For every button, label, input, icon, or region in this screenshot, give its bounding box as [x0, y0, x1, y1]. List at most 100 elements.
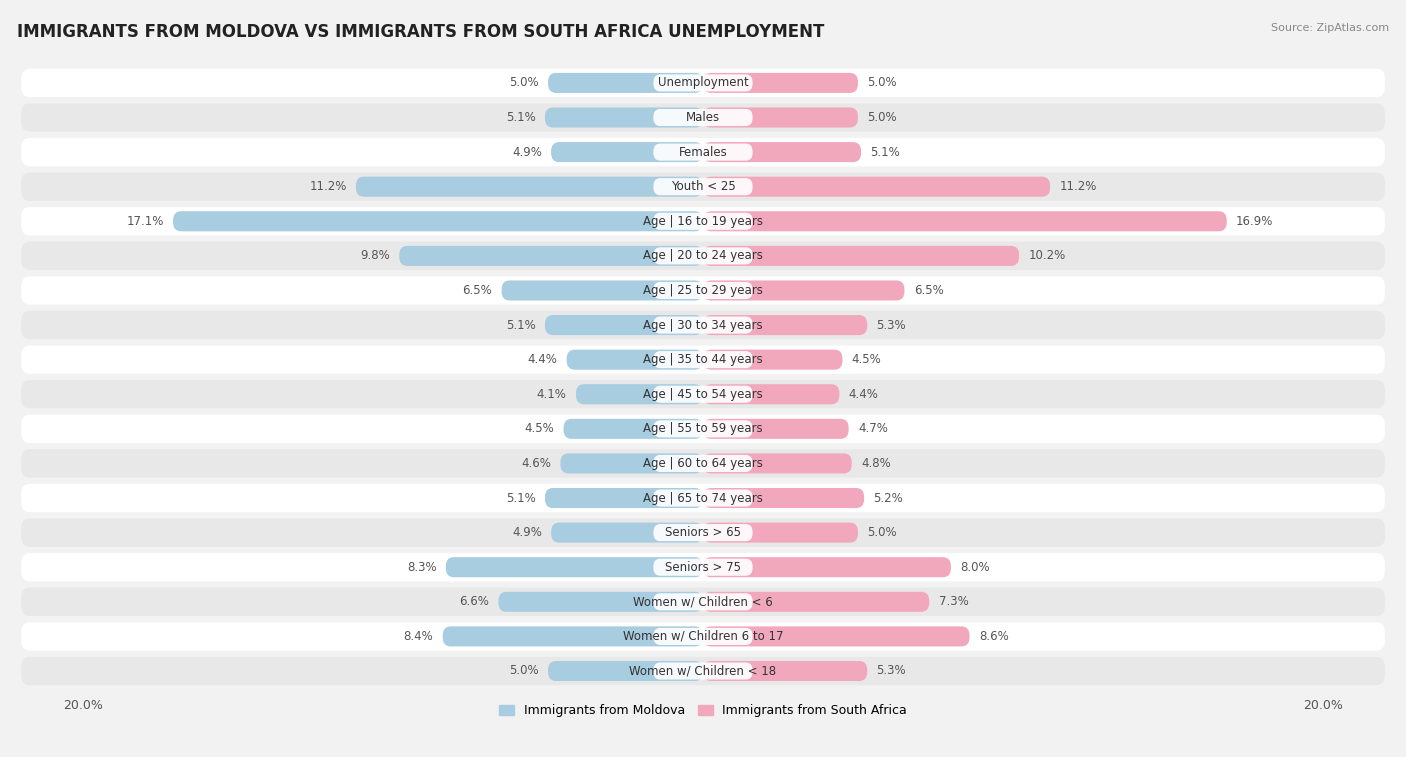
FancyBboxPatch shape	[502, 280, 703, 301]
Text: 11.2%: 11.2%	[309, 180, 347, 193]
FancyBboxPatch shape	[567, 350, 703, 369]
FancyBboxPatch shape	[499, 592, 703, 612]
Text: Seniors > 65: Seniors > 65	[665, 526, 741, 539]
FancyBboxPatch shape	[21, 138, 1385, 167]
Text: IMMIGRANTS FROM MOLDOVA VS IMMIGRANTS FROM SOUTH AFRICA UNEMPLOYMENT: IMMIGRANTS FROM MOLDOVA VS IMMIGRANTS FR…	[17, 23, 824, 41]
FancyBboxPatch shape	[654, 455, 752, 472]
FancyBboxPatch shape	[548, 661, 703, 681]
FancyBboxPatch shape	[576, 385, 703, 404]
Text: 4.8%: 4.8%	[860, 457, 891, 470]
Text: 9.8%: 9.8%	[360, 249, 389, 263]
FancyBboxPatch shape	[654, 351, 752, 368]
FancyBboxPatch shape	[703, 592, 929, 612]
Text: Women w/ Children < 18: Women w/ Children < 18	[630, 665, 776, 678]
FancyBboxPatch shape	[703, 315, 868, 335]
Text: 5.3%: 5.3%	[876, 319, 907, 332]
Text: Age | 30 to 34 years: Age | 30 to 34 years	[643, 319, 763, 332]
FancyBboxPatch shape	[654, 248, 752, 264]
FancyBboxPatch shape	[21, 415, 1385, 443]
FancyBboxPatch shape	[703, 246, 1019, 266]
FancyBboxPatch shape	[173, 211, 703, 232]
Text: 4.5%: 4.5%	[524, 422, 554, 435]
Text: Females: Females	[679, 145, 727, 159]
FancyBboxPatch shape	[21, 103, 1385, 132]
Text: 16.9%: 16.9%	[1236, 215, 1274, 228]
Text: Age | 35 to 44 years: Age | 35 to 44 years	[643, 354, 763, 366]
Text: 11.2%: 11.2%	[1059, 180, 1097, 193]
FancyBboxPatch shape	[21, 173, 1385, 201]
Text: 8.0%: 8.0%	[960, 561, 990, 574]
Text: 5.0%: 5.0%	[868, 111, 897, 124]
FancyBboxPatch shape	[703, 280, 904, 301]
Text: 4.1%: 4.1%	[537, 388, 567, 400]
FancyBboxPatch shape	[356, 176, 703, 197]
Text: Age | 25 to 29 years: Age | 25 to 29 years	[643, 284, 763, 297]
Text: 5.0%: 5.0%	[868, 526, 897, 539]
FancyBboxPatch shape	[446, 557, 703, 578]
Text: 4.4%: 4.4%	[849, 388, 879, 400]
FancyBboxPatch shape	[654, 282, 752, 299]
Text: Age | 60 to 64 years: Age | 60 to 64 years	[643, 457, 763, 470]
FancyBboxPatch shape	[21, 553, 1385, 581]
Text: 4.5%: 4.5%	[852, 354, 882, 366]
FancyBboxPatch shape	[654, 213, 752, 230]
FancyBboxPatch shape	[654, 662, 752, 680]
Text: 6.5%: 6.5%	[463, 284, 492, 297]
FancyBboxPatch shape	[551, 142, 703, 162]
FancyBboxPatch shape	[561, 453, 703, 473]
FancyBboxPatch shape	[654, 420, 752, 438]
Text: 6.6%: 6.6%	[460, 595, 489, 609]
FancyBboxPatch shape	[21, 241, 1385, 270]
Text: 6.5%: 6.5%	[914, 284, 943, 297]
Text: 4.9%: 4.9%	[512, 526, 541, 539]
FancyBboxPatch shape	[654, 593, 752, 610]
Text: Age | 16 to 19 years: Age | 16 to 19 years	[643, 215, 763, 228]
Text: Women w/ Children 6 to 17: Women w/ Children 6 to 17	[623, 630, 783, 643]
Legend: Immigrants from Moldova, Immigrants from South Africa: Immigrants from Moldova, Immigrants from…	[494, 699, 912, 722]
FancyBboxPatch shape	[703, 557, 950, 578]
FancyBboxPatch shape	[703, 661, 868, 681]
FancyBboxPatch shape	[21, 345, 1385, 374]
FancyBboxPatch shape	[703, 488, 865, 508]
Text: Age | 55 to 59 years: Age | 55 to 59 years	[643, 422, 763, 435]
FancyBboxPatch shape	[443, 626, 703, 646]
FancyBboxPatch shape	[654, 559, 752, 576]
FancyBboxPatch shape	[21, 276, 1385, 304]
Text: Age | 65 to 74 years: Age | 65 to 74 years	[643, 491, 763, 504]
FancyBboxPatch shape	[703, 626, 970, 646]
Text: Age | 45 to 54 years: Age | 45 to 54 years	[643, 388, 763, 400]
FancyBboxPatch shape	[548, 73, 703, 93]
Text: 4.4%: 4.4%	[527, 354, 557, 366]
FancyBboxPatch shape	[703, 522, 858, 543]
FancyBboxPatch shape	[546, 107, 703, 127]
Text: 5.1%: 5.1%	[870, 145, 900, 159]
Text: 7.3%: 7.3%	[939, 595, 969, 609]
Text: 4.6%: 4.6%	[522, 457, 551, 470]
FancyBboxPatch shape	[21, 449, 1385, 478]
Text: 8.6%: 8.6%	[979, 630, 1008, 643]
Text: 5.0%: 5.0%	[868, 76, 897, 89]
FancyBboxPatch shape	[551, 522, 703, 543]
FancyBboxPatch shape	[703, 453, 852, 473]
FancyBboxPatch shape	[21, 622, 1385, 650]
Text: 5.0%: 5.0%	[509, 76, 538, 89]
FancyBboxPatch shape	[703, 107, 858, 127]
FancyBboxPatch shape	[703, 142, 860, 162]
FancyBboxPatch shape	[546, 488, 703, 508]
FancyBboxPatch shape	[21, 484, 1385, 512]
Text: 17.1%: 17.1%	[127, 215, 163, 228]
FancyBboxPatch shape	[399, 246, 703, 266]
FancyBboxPatch shape	[654, 490, 752, 506]
FancyBboxPatch shape	[21, 519, 1385, 547]
FancyBboxPatch shape	[703, 73, 858, 93]
FancyBboxPatch shape	[703, 350, 842, 369]
Text: 10.2%: 10.2%	[1028, 249, 1066, 263]
FancyBboxPatch shape	[21, 311, 1385, 339]
Text: Source: ZipAtlas.com: Source: ZipAtlas.com	[1271, 23, 1389, 33]
Text: 4.9%: 4.9%	[512, 145, 541, 159]
Text: 5.1%: 5.1%	[506, 491, 536, 504]
FancyBboxPatch shape	[546, 315, 703, 335]
FancyBboxPatch shape	[654, 109, 752, 126]
Text: 4.7%: 4.7%	[858, 422, 887, 435]
FancyBboxPatch shape	[21, 657, 1385, 685]
